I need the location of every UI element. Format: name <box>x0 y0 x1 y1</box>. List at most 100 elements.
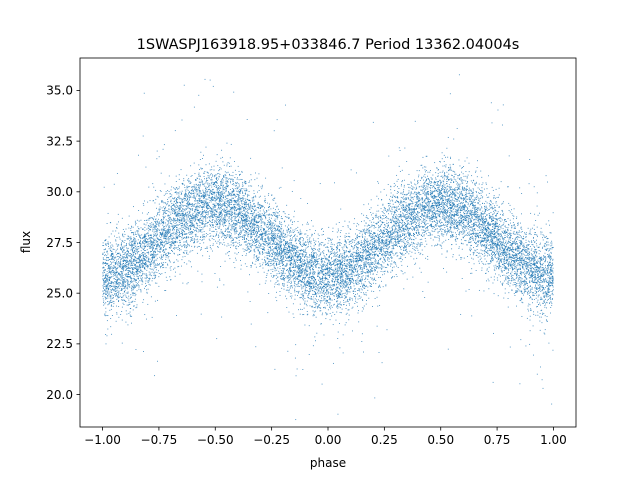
data-point <box>301 255 303 257</box>
data-point <box>288 243 290 244</box>
data-point <box>427 188 429 190</box>
data-point <box>298 256 300 257</box>
data-point <box>390 238 392 240</box>
data-point <box>162 254 164 256</box>
data-point <box>175 199 177 201</box>
data-point <box>311 247 312 249</box>
data-point <box>367 251 369 253</box>
data-point <box>218 219 220 220</box>
data-point <box>542 239 544 241</box>
data-point <box>239 223 241 225</box>
data-point <box>102 290 104 292</box>
data-point <box>117 273 119 275</box>
data-point <box>175 213 177 215</box>
data-point <box>383 241 385 243</box>
data-point <box>424 208 426 210</box>
data-point <box>406 228 408 230</box>
data-point <box>510 256 511 258</box>
data-point <box>167 214 169 216</box>
data-point <box>448 203 450 205</box>
data-point <box>387 224 389 226</box>
data-point <box>469 190 471 192</box>
data-point <box>441 152 443 154</box>
data-point <box>415 215 417 217</box>
data-point <box>299 229 301 231</box>
data-point <box>243 182 245 184</box>
data-point <box>410 223 412 224</box>
data-point <box>345 266 347 267</box>
data-point <box>291 231 293 233</box>
data-point <box>302 276 304 278</box>
data-point <box>445 176 447 178</box>
data-point <box>441 171 443 173</box>
data-point <box>493 265 495 267</box>
data-point <box>183 241 185 243</box>
data-point <box>286 250 288 252</box>
data-point <box>242 225 244 227</box>
data-point <box>452 223 454 225</box>
data-point <box>235 209 237 211</box>
data-point <box>106 278 108 280</box>
data-point <box>362 271 364 273</box>
data-point <box>327 247 329 249</box>
data-point <box>308 262 310 264</box>
data-point <box>105 276 107 278</box>
data-point <box>233 208 235 210</box>
data-point <box>170 196 172 197</box>
data-point <box>407 212 409 214</box>
data-point <box>343 265 345 266</box>
data-point <box>364 294 366 296</box>
data-point <box>320 280 322 282</box>
data-point <box>299 267 301 268</box>
data-point <box>453 181 455 183</box>
data-point <box>268 255 270 257</box>
data-point <box>337 286 339 288</box>
data-point <box>455 213 456 215</box>
data-point <box>145 220 147 221</box>
data-point <box>532 280 534 282</box>
data-point <box>519 257 521 259</box>
data-point <box>175 187 177 189</box>
data-point <box>259 234 261 236</box>
data-point <box>399 213 401 215</box>
data-point <box>198 229 199 231</box>
data-point <box>356 247 358 249</box>
data-point <box>249 220 250 222</box>
data-point <box>213 226 215 228</box>
data-point <box>311 287 312 289</box>
data-point <box>183 252 185 254</box>
data-point <box>113 249 115 250</box>
data-point <box>333 295 335 297</box>
data-point <box>322 296 324 298</box>
data-point <box>229 206 231 208</box>
data-point <box>463 197 465 199</box>
data-point <box>269 222 271 223</box>
data-point <box>430 193 432 195</box>
data-point <box>536 292 537 294</box>
data-point <box>350 273 352 275</box>
data-point <box>345 280 347 282</box>
data-point <box>363 292 365 294</box>
data-point <box>186 253 187 255</box>
data-point <box>444 173 446 175</box>
data-point <box>534 288 536 290</box>
data-point <box>130 249 132 251</box>
data-point <box>498 267 500 269</box>
data-point <box>152 277 153 279</box>
data-point <box>538 281 540 283</box>
data-point <box>546 299 548 301</box>
data-point <box>273 257 274 259</box>
data-point <box>416 196 417 198</box>
data-point <box>160 242 162 244</box>
data-point <box>347 239 349 241</box>
data-point <box>552 246 554 248</box>
data-point <box>192 190 194 192</box>
data-point <box>361 243 363 245</box>
data-point <box>214 176 216 178</box>
data-point <box>376 236 378 238</box>
data-point <box>302 369 304 370</box>
data-point <box>152 245 154 247</box>
data-point <box>203 196 205 198</box>
data-point <box>372 306 373 307</box>
data-point <box>484 258 486 260</box>
